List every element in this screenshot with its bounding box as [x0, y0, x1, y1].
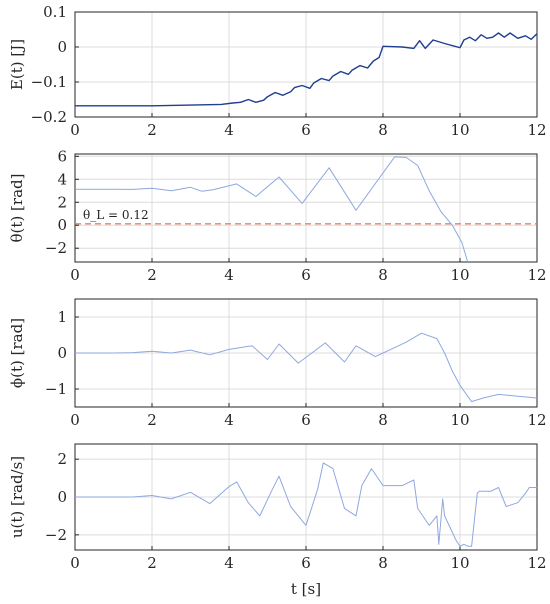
energy-y-axis-label: E(t) [J]	[8, 39, 26, 90]
control-grid	[74, 444, 538, 550]
x-tick-label: 8	[378, 121, 388, 139]
y-tick-label: −1	[45, 380, 67, 398]
energy-grid	[74, 11, 538, 118]
phi-y-axis-label: ϕ(t) [rad]	[8, 318, 26, 388]
x-tick-label: 12	[527, 411, 546, 429]
series-line	[75, 156, 469, 263]
x-tick-label: 6	[301, 554, 311, 572]
phi-ticks: 0 2 4 6 8 10 12−101	[45, 308, 547, 429]
x-tick-label: 12	[527, 121, 546, 139]
phi-grid	[74, 299, 538, 407]
x-tick-label: 0	[70, 554, 80, 572]
theta-series	[75, 156, 469, 263]
y-tick-label: 0	[57, 344, 67, 362]
x-tick-label: 8	[378, 266, 388, 284]
y-tick-label: 2	[57, 193, 67, 211]
phi-panel: 0 2 4 6 8 10 12−101 ϕ(t) [rad]	[8, 298, 547, 429]
phi-series	[75, 332, 538, 403]
x-tick-label: 6	[301, 121, 311, 139]
series-line	[75, 32, 538, 107]
theta-y-axis-label: θ(t) [rad]	[8, 174, 26, 243]
y-tick-label: −2	[45, 526, 67, 544]
x-tick-label: 10	[450, 266, 469, 284]
y-tick-label: 1	[57, 308, 67, 326]
y-tick-label: 0.1	[43, 3, 67, 21]
y-tick-label: 0	[57, 38, 67, 56]
y-tick-label: 0	[57, 216, 67, 234]
y-tick-label: 6	[57, 147, 67, 165]
y-tick-label: −0.2	[31, 108, 67, 126]
x-tick-label: 4	[224, 554, 234, 572]
y-tick-label: 0	[57, 488, 67, 506]
y-tick-label: 2	[57, 450, 67, 468]
x-tick-label: 2	[147, 411, 157, 429]
x-tick-label: 0	[70, 266, 80, 284]
x-tick-label: 12	[527, 554, 546, 572]
theta-limit-annotation: θ_L = 0.12	[83, 208, 149, 222]
series-line	[75, 462, 537, 547]
energy-panel: 0 2 4 6 8 10 12 −0.2 −0.1 0 0.1 E(t) [J]	[8, 3, 547, 139]
x-tick-label: 6	[301, 266, 311, 284]
y-tick-label: 4	[57, 170, 67, 188]
y-tick-label: −2	[45, 239, 67, 257]
x-tick-label: 4	[224, 121, 234, 139]
x-tick-label: 2	[147, 266, 157, 284]
x-tick-label: 10	[450, 121, 469, 139]
x-tick-label: 10	[450, 411, 469, 429]
x-tick-label: 0	[70, 411, 80, 429]
x-tick-label: 0	[70, 121, 80, 139]
x-tick-label: 4	[224, 411, 234, 429]
control-ticks: 0 2 4 6 8 10 12−202	[45, 450, 547, 572]
energy-series	[75, 32, 538, 107]
y-tick-label: −0.1	[31, 73, 67, 91]
x-tick-label: 8	[378, 554, 388, 572]
control-series	[75, 462, 537, 547]
x-tick-label: 8	[378, 411, 388, 429]
x-tick-label: 6	[301, 411, 311, 429]
x-tick-label: 2	[147, 554, 157, 572]
x-tick-label: 4	[224, 266, 234, 284]
control-y-axis-label: u(t) [rad/s]	[8, 456, 26, 538]
series-line	[75, 332, 538, 403]
energy-ticks: 0 2 4 6 8 10 12 −0.2 −0.1 0 0.1	[31, 3, 547, 139]
x-tick-label: 12	[527, 266, 546, 284]
x-tick-label: 2	[147, 121, 157, 139]
control-panel: 0 2 4 6 8 10 12−202 u(t) [rad/s] t [s]	[8, 443, 547, 598]
x-tick-label: 10	[450, 554, 469, 572]
x-axis-label: t [s]	[291, 580, 321, 598]
